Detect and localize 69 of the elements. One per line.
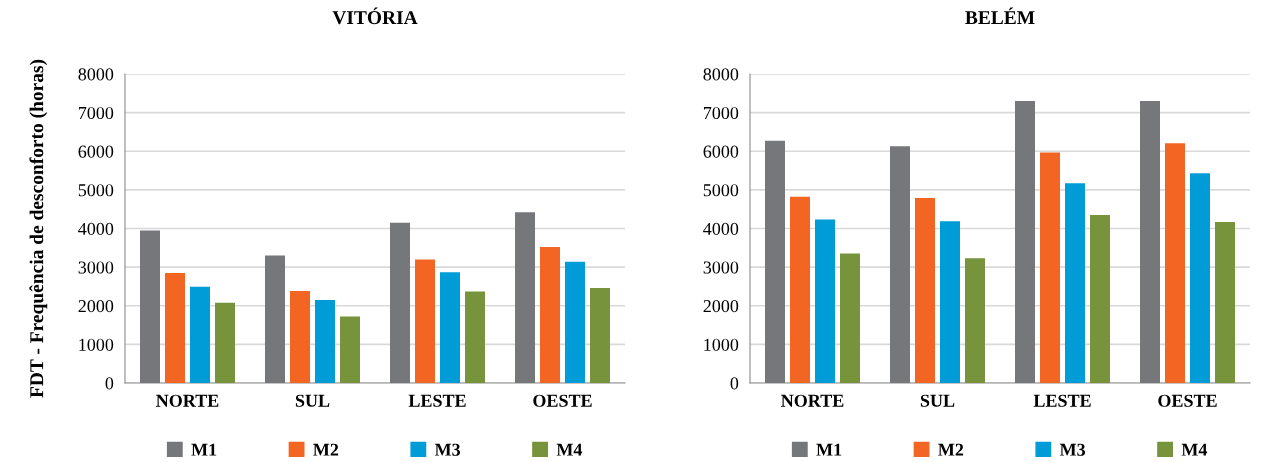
bar — [565, 261, 585, 383]
x-tick-label: OESTE — [533, 394, 592, 407]
y-tick-label: 3000 — [78, 261, 114, 274]
legend-label: M3 — [434, 443, 461, 456]
bar — [540, 247, 560, 383]
y-axis-title: FDT - Frequência de desconforto (horas) — [29, 59, 48, 398]
bar — [190, 286, 210, 383]
x-tick-label: NORTE — [156, 394, 219, 407]
chart-title: VITÓRIA — [332, 7, 418, 25]
bar — [1190, 173, 1210, 383]
bar — [315, 299, 335, 383]
bar — [165, 272, 185, 383]
bar — [1215, 221, 1235, 383]
y-tick-label: 0 — [105, 377, 114, 390]
bar — [440, 272, 460, 383]
y-tick-label: 5000 — [703, 184, 739, 197]
legend-label: M2 — [938, 443, 964, 456]
bar — [1165, 143, 1185, 383]
bar — [465, 291, 485, 383]
bar — [1040, 152, 1060, 383]
legend-label: M4 — [556, 443, 583, 456]
bar — [1090, 214, 1110, 383]
bar — [840, 253, 860, 383]
legend-label: M2 — [313, 443, 339, 456]
bar — [265, 255, 285, 383]
y-tick-label: 2000 — [703, 300, 739, 313]
y-tick-label: 7000 — [703, 106, 739, 120]
y-tick-label: 7000 — [78, 106, 114, 120]
y-tick-label: 5000 — [78, 184, 114, 197]
y-tick-label: 6000 — [78, 145, 114, 158]
bar — [765, 140, 785, 383]
y-tick-label: 1000 — [79, 338, 114, 351]
legend-label: M3 — [1059, 443, 1086, 456]
y-tick-label: 8000 — [703, 68, 739, 81]
y-tick-label: 0 — [730, 377, 739, 390]
bar — [915, 197, 935, 383]
x-tick-label: SUL — [295, 394, 330, 407]
x-tick-label: SUL — [920, 394, 955, 407]
y-tick-label: 6000 — [703, 145, 739, 158]
y-tick-label: 3000 — [703, 261, 739, 274]
bar — [415, 259, 435, 383]
bar — [340, 316, 360, 383]
x-tick-label: LESTE — [1033, 394, 1091, 407]
bar — [1140, 101, 1160, 383]
y-tick-label: 1000 — [704, 338, 739, 351]
bar — [515, 212, 535, 383]
bar — [890, 146, 910, 383]
y-tick-label: 2000 — [78, 300, 114, 313]
bar — [590, 287, 610, 383]
bar — [140, 230, 160, 383]
bar — [215, 302, 235, 383]
chart-title: BELÉM — [965, 7, 1035, 25]
legend-label: M1 — [191, 443, 217, 456]
bar — [1015, 101, 1035, 383]
legend-label: M4 — [1181, 443, 1208, 456]
bar — [390, 222, 410, 383]
bar — [940, 221, 960, 383]
legend-label: M1 — [816, 443, 842, 456]
bar — [790, 196, 810, 383]
bar — [815, 219, 835, 383]
x-tick-label: OESTE — [1158, 394, 1217, 407]
y-tick-label: 8000 — [78, 68, 114, 81]
bar — [965, 258, 985, 383]
bar — [1065, 183, 1085, 383]
x-tick-label: LESTE — [408, 394, 466, 407]
x-tick-label: NORTE — [781, 394, 844, 407]
y-tick-label: 4000 — [78, 222, 114, 235]
bar — [290, 291, 310, 383]
y-tick-label: 4000 — [703, 222, 739, 235]
